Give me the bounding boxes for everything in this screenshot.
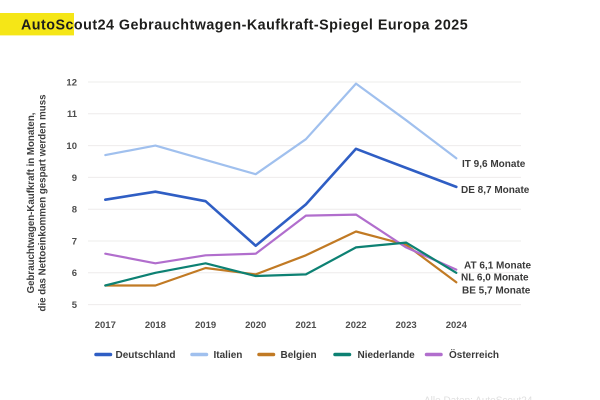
svg-text:NL 6,0 Monate: NL 6,0 Monate	[461, 273, 529, 284]
svg-text:Alle Daten: AutoScout24: Alle Daten: AutoScout24	[424, 396, 533, 400]
svg-text:BE 5,7 Monate: BE 5,7 Monate	[462, 286, 531, 297]
svg-text:7: 7	[72, 236, 77, 247]
svg-text:Österreich: Österreich	[449, 348, 499, 361]
svg-text:2020: 2020	[245, 320, 266, 331]
svg-text:9: 9	[72, 173, 77, 184]
svg-text:die das Nettoeinkommen gespart: die das Nettoeinkommen gespart werden mu…	[37, 95, 48, 312]
svg-text:AT 6,1 Monate: AT 6,1 Monate	[464, 261, 531, 272]
svg-text:Deutschland: Deutschland	[116, 350, 176, 361]
svg-text:Italien: Italien	[214, 350, 243, 361]
svg-text:2021: 2021	[295, 320, 317, 331]
svg-text:2018: 2018	[145, 320, 166, 331]
svg-text:2024: 2024	[446, 320, 468, 331]
svg-text:AutoScout24 Gebrauchtwagen-Kau: AutoScout24 Gebrauchtwagen-Kaufkraft-Spi…	[21, 18, 468, 34]
svg-text:2022: 2022	[345, 320, 366, 331]
svg-text:DE 8,7 Monate: DE 8,7 Monate	[461, 185, 530, 196]
svg-text:10: 10	[66, 141, 77, 152]
svg-text:11: 11	[67, 109, 78, 120]
svg-text:12: 12	[66, 77, 77, 88]
svg-text:6: 6	[72, 268, 77, 279]
svg-text:Gebrauchtwagen-Kaufkraft in Mo: Gebrauchtwagen-Kaufkraft in Monaten,	[26, 112, 37, 293]
svg-text:Belgien: Belgien	[281, 350, 317, 361]
svg-text:5: 5	[72, 300, 78, 311]
svg-text:Niederlande: Niederlande	[358, 350, 416, 361]
svg-text:2019: 2019	[195, 320, 216, 331]
svg-text:8: 8	[72, 205, 77, 216]
svg-text:2023: 2023	[396, 320, 417, 331]
svg-text:IT 9,6 Monate: IT 9,6 Monate	[462, 159, 526, 170]
svg-text:2017: 2017	[95, 320, 116, 331]
